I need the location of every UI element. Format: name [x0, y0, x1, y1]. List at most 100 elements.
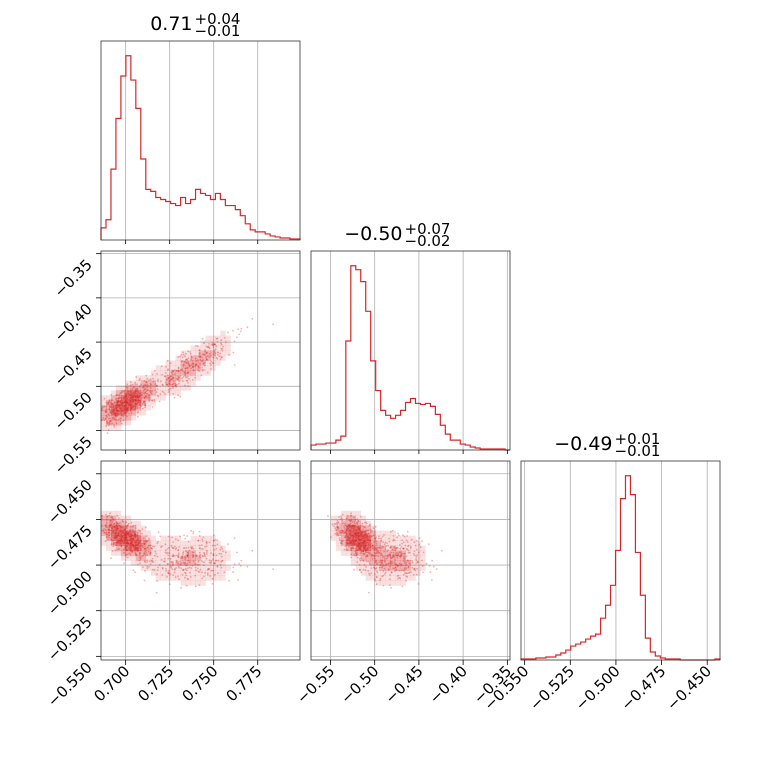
scatter-point — [132, 398, 134, 401]
scatter-point — [187, 554, 189, 556]
scatter-point — [198, 356, 201, 358]
scatter-point — [127, 533, 129, 535]
scatter-point — [164, 375, 167, 378]
contour-cell — [210, 555, 216, 561]
contour-cell — [165, 360, 171, 366]
scatter-point — [167, 391, 170, 393]
scatter-point — [132, 544, 135, 547]
scatter-point — [177, 555, 180, 558]
contour-cell — [220, 345, 226, 351]
scatter-point — [135, 403, 138, 406]
contour-cell — [415, 570, 421, 576]
scatter-point — [185, 380, 188, 382]
scatter-point — [106, 522, 108, 524]
contour-cell — [135, 410, 142, 416]
scatter-point — [173, 555, 176, 557]
scatter-point — [145, 526, 147, 529]
scatter-point — [138, 545, 141, 548]
scatter-point — [126, 409, 129, 412]
contour-cell — [205, 570, 211, 576]
scatter-point — [127, 533, 130, 536]
scatter-point — [220, 339, 223, 342]
contour-cell — [145, 540, 152, 546]
scatter-point — [194, 563, 197, 565]
contour-cell — [145, 550, 152, 556]
scatter-point — [130, 396, 133, 398]
scatter-point — [128, 403, 131, 406]
contour-cell — [365, 555, 371, 561]
contour-cell — [365, 570, 371, 576]
scatter-point — [232, 571, 234, 573]
scatter-point — [202, 362, 205, 365]
scatter-point — [119, 526, 122, 529]
scatter-point — [175, 385, 178, 388]
scatter-point — [126, 409, 129, 412]
contour-cell — [385, 580, 391, 586]
scatter-point — [130, 400, 133, 403]
scatter-point — [114, 532, 117, 535]
contour-cell — [120, 535, 127, 541]
scatter-point — [167, 376, 170, 379]
scatter-point — [129, 535, 131, 538]
scatter-point — [126, 397, 128, 400]
contour-cell — [195, 540, 201, 546]
scatter-point — [134, 552, 137, 555]
scatter-point — [223, 571, 226, 574]
scatter-point — [203, 552, 206, 555]
contour-cell — [106, 540, 112, 546]
scatter-point — [192, 362, 195, 364]
contour-cell — [111, 520, 117, 526]
scatter-point — [129, 401, 131, 404]
contour-cell — [195, 570, 201, 576]
scatter-point — [149, 378, 152, 381]
scatter-point — [118, 533, 121, 535]
scatter-point — [125, 401, 127, 404]
scatter-point — [101, 518, 103, 520]
contour-cell — [155, 385, 161, 391]
contour-cell — [345, 550, 352, 556]
scatter-point — [178, 376, 181, 379]
scatter-point — [105, 425, 107, 427]
scatter-point — [148, 396, 151, 399]
scatter-point — [113, 424, 115, 427]
scatter-point — [134, 552, 137, 554]
scatter-point — [125, 532, 127, 534]
contour-cell — [375, 575, 381, 581]
scatter-point — [199, 556, 202, 559]
scatter-point — [117, 527, 119, 530]
scatter-point — [125, 536, 128, 539]
scatter-point — [160, 365, 163, 368]
scatter-point — [191, 360, 194, 362]
contour-cell — [400, 560, 406, 566]
scatter-point — [195, 363, 197, 366]
scatter-point — [163, 393, 166, 395]
contour-cell — [420, 545, 426, 551]
scatter-point — [113, 518, 115, 521]
contour-cell — [215, 345, 221, 351]
contour-cell — [165, 370, 171, 376]
contour-cell — [101, 425, 107, 431]
scatter-point — [124, 401, 127, 403]
contour-cell — [225, 565, 231, 571]
scatter-point — [143, 400, 145, 403]
scatter-point — [132, 534, 135, 537]
scatter-point — [161, 566, 164, 569]
contour-cell — [420, 550, 426, 556]
scatter-point — [132, 543, 135, 546]
scatter-point — [175, 538, 177, 540]
scatter-point — [134, 535, 137, 537]
contour-cell — [205, 350, 211, 356]
scatter-point — [118, 540, 121, 543]
scatter-point — [109, 537, 111, 539]
scatter-point — [122, 402, 124, 405]
scatter-point — [133, 405, 136, 408]
contour-cell — [160, 545, 166, 551]
scatter-point — [118, 404, 120, 406]
scatter-point — [125, 400, 127, 403]
scatter-point — [219, 548, 222, 551]
scatter-point — [198, 352, 201, 355]
scatter-point — [177, 367, 180, 369]
scatter-point — [119, 541, 122, 543]
contour-cell — [150, 565, 157, 571]
scatter-point — [205, 352, 208, 354]
